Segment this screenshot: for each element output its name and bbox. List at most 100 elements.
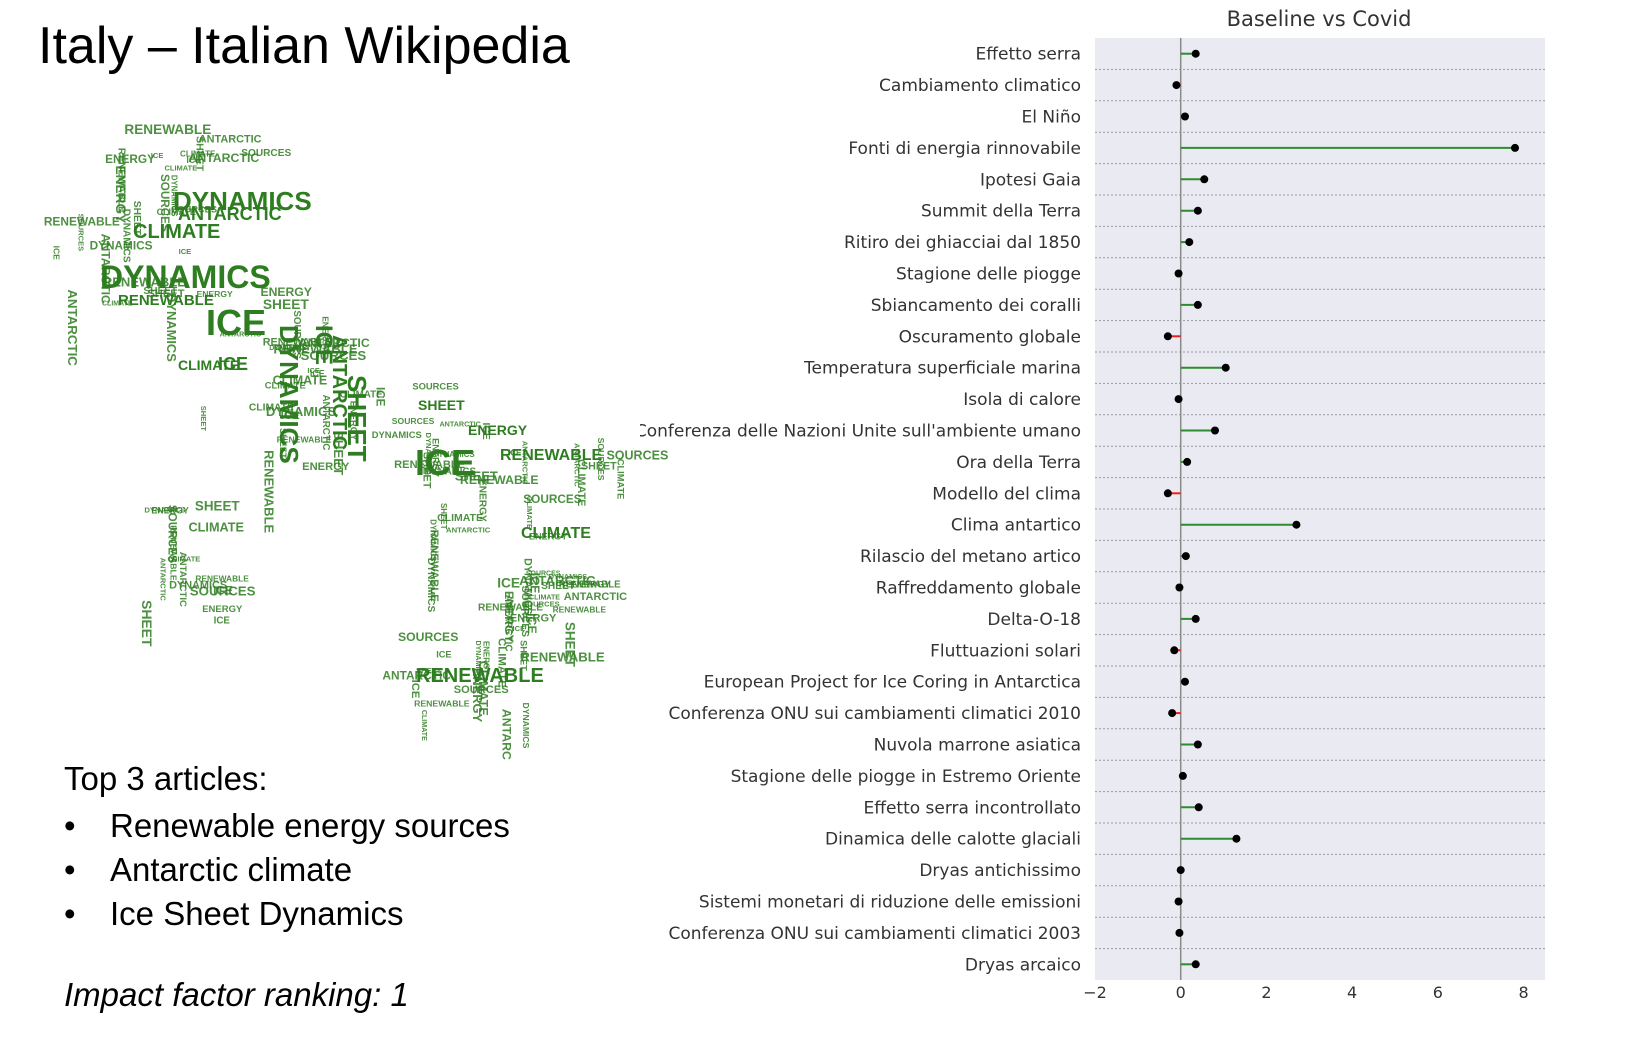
word-cloud-word: ICE: [186, 155, 201, 165]
y-tick-label: El Niño: [1022, 108, 1081, 128]
word-cloud-word: ENERGY: [320, 316, 329, 351]
word-cloud-word: DYNAMICS: [170, 175, 179, 217]
word-cloud-word: ANTARCTIC: [382, 668, 451, 682]
word-cloud-word: RENEWABLE: [118, 292, 214, 309]
word-cloud-word: DYNAMICS: [433, 450, 475, 459]
word-cloud-word: ENERGY: [260, 285, 311, 299]
lollipop-point: [1183, 457, 1192, 466]
word-cloud-word: DYNAMICS: [164, 293, 179, 362]
word-cloud-word: CLIMATE: [189, 520, 244, 534]
word-cloud-word: SHEET: [342, 375, 372, 462]
word-cloud-word: ICE: [497, 575, 520, 590]
y-tick-label: Ritiro dei ghiacciai dal 1850: [844, 233, 1081, 253]
x-tick-label: −2: [1083, 983, 1107, 1002]
lollipop-point: [1174, 897, 1183, 906]
bullet-icon: •: [64, 851, 76, 888]
bullet-icon: •: [64, 895, 76, 932]
word-cloud-word: SHEET: [263, 297, 310, 312]
word-cloud-word: DYNAMICS: [121, 209, 132, 263]
word-cloud-word: ANTARCTIC: [178, 204, 282, 224]
word-cloud-word: SOURCES: [190, 583, 256, 598]
word-cloud-word: DYNAMICS: [269, 344, 307, 352]
word-cloud-word: CLIMATE: [168, 554, 201, 563]
word-cloud-word: DYNAMICS: [266, 404, 337, 419]
lollipop-point: [1174, 269, 1183, 278]
word-cloud-word: ENERGY: [113, 166, 128, 224]
y-tick-label: Nuvola marrone asiatica: [874, 736, 1081, 756]
word-cloud-word: SOURCES: [392, 416, 435, 426]
chart-title: Baseline vs Covid: [1227, 7, 1412, 31]
word-cloud-word: RENEWABLE: [44, 214, 120, 228]
word-cloud-word: ICE: [415, 442, 475, 483]
word-cloud-word: ICE: [213, 584, 233, 598]
x-tick-label: 6: [1433, 983, 1443, 1002]
word-cloud-word: ANTARCTIC: [299, 336, 370, 350]
y-tick-label: Effetto serra incontrollato: [864, 798, 1082, 818]
word-cloud-word: SOURCES: [519, 586, 530, 637]
lollipop-point: [1172, 81, 1181, 90]
word-cloud-word: ANTARCTIC: [439, 420, 480, 429]
word-cloud-word: SHEET: [455, 468, 498, 483]
word-cloud-word: RENEWABLE: [273, 341, 357, 356]
word-cloud-word: RENEWABLE: [262, 450, 277, 533]
page-title: Italy – Italian Wikipedia: [38, 17, 570, 75]
word-cloud-word: RENEWABLE: [263, 336, 332, 348]
word-cloud-word: ENERGY: [105, 152, 155, 166]
word-cloud-word: ENERGY: [482, 641, 491, 675]
word-cloud-word: RENEWABLE: [168, 525, 178, 581]
top-article-item: • Antarctic climate: [64, 848, 624, 892]
word-cloud-word: DYNAMICS: [522, 558, 534, 615]
word-cloud-word: SHEET: [278, 428, 288, 459]
word-cloud-word: CLIMATE: [575, 459, 587, 506]
word-cloud-word: RENEWABLE: [394, 459, 465, 471]
lollipop-point: [1200, 175, 1209, 184]
word-cloud-word: ANTARCTIC: [199, 134, 262, 146]
word-cloud-word: ANTARCTIC: [177, 552, 188, 607]
y-tick-label: Oscuramento globale: [899, 327, 1081, 347]
word-cloud-word: SOURCES: [76, 214, 85, 252]
x-tick-label: 2: [1261, 983, 1271, 1002]
word-cloud-word: DYNAMICS: [372, 429, 422, 440]
y-tick-label: Ora della Terra: [956, 453, 1081, 473]
lollipop-point: [1193, 740, 1202, 749]
word-cloud-word: SHEET: [541, 581, 576, 592]
word-cloud-word: ICE: [206, 302, 266, 343]
word-cloud-word: DYNAMICS: [274, 325, 304, 464]
word-cloud-word: DYNAMICS: [424, 466, 476, 477]
word-cloud-word: ICE: [436, 649, 451, 659]
word-cloud-word: ENERGY: [196, 289, 233, 299]
word-cloud-word: SHEET: [139, 600, 155, 647]
word-cloud-word: DYNAMICS: [169, 580, 227, 592]
top-article-label: Renewable energy sources: [110, 807, 510, 844]
y-tick-label: Modello del clima: [932, 484, 1081, 504]
y-tick-label: Clima antartico: [951, 516, 1081, 536]
top-articles-heading: Top 3 articles:: [64, 760, 268, 797]
lollipop-point: [1175, 928, 1184, 937]
word-cloud-word: DYNAMICS: [144, 506, 185, 515]
word-cloud-word: CLIMATE: [249, 403, 294, 414]
word-cloud-word: DYNAMICS: [100, 259, 271, 295]
y-tick-label: Stagione delle piogge: [896, 265, 1081, 285]
word-cloud-word: ANTARCTIC: [220, 329, 261, 338]
word-cloud-word: ENERGY: [571, 580, 612, 591]
y-tick-label: Fluttuazioni solari: [930, 641, 1081, 661]
word-cloud-word: ENERGY: [476, 479, 487, 522]
word-cloud-word: DYNAMICS: [521, 703, 531, 749]
word-cloud-word: SOURCES: [606, 449, 668, 463]
lollipop-point: [1191, 49, 1200, 58]
lollipop-point: [1191, 614, 1200, 623]
lollipop-point: [1211, 426, 1219, 435]
word-cloud-word: DYNAMICS: [428, 519, 437, 561]
top-articles-list: • Renewable energy sources • Antarctic cli…: [64, 804, 624, 936]
word-cloud-word: CLIMATE: [180, 149, 216, 158]
word-cloud-word: RENEWABLE: [124, 122, 211, 137]
y-tick-label: Summit della Terra: [921, 202, 1081, 222]
word-cloud-word: ICE: [409, 680, 421, 699]
word-cloud-word: ICE: [214, 616, 231, 627]
y-tick-label: Conferenza ONU sui cambiamenti climatici…: [668, 924, 1081, 944]
word-cloud-word: CLIMATE: [133, 221, 220, 243]
lollipop-point: [1181, 112, 1189, 121]
word-cloud-word: SHEET: [195, 498, 240, 513]
word-cloud-word: CLIMATE: [529, 593, 560, 601]
top-article-label: Antarctic climate: [110, 851, 353, 888]
